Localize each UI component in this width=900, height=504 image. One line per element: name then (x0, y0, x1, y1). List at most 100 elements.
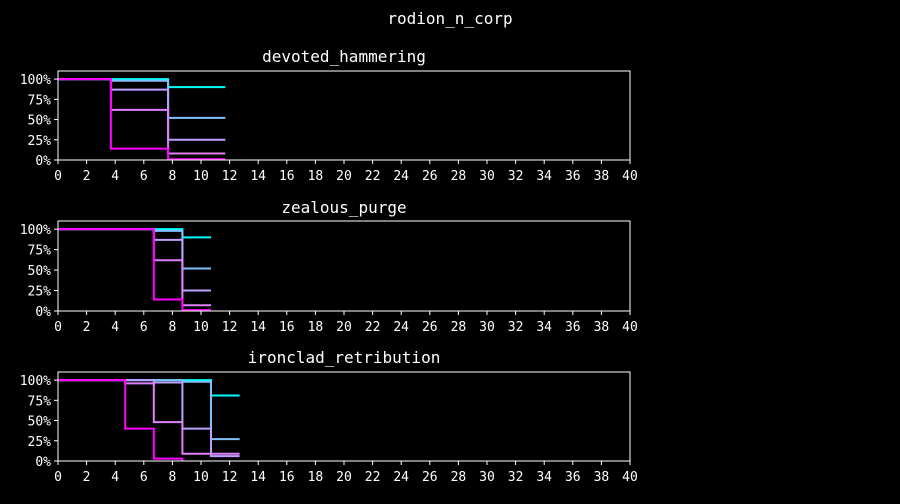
y-tick-label: 0% (35, 305, 51, 320)
x-tick-label: 22 (365, 169, 381, 184)
x-tick-label: 12 (222, 169, 238, 184)
x-tick-label: 16 (279, 320, 295, 335)
x-tick-label: 10 (193, 169, 209, 184)
y-tick-label: 50% (28, 264, 52, 279)
y-tick-label: 100% (20, 73, 51, 88)
x-tick-label: 34 (536, 169, 552, 184)
x-tick-label: 10 (193, 470, 209, 485)
series-line-3 (58, 228, 212, 307)
y-tick-label: 0% (35, 154, 51, 169)
y-tick-label: 0% (35, 455, 51, 470)
x-tick-label: 40 (622, 320, 638, 335)
x-tick-label: 2 (83, 320, 91, 335)
x-tick-label: 20 (336, 470, 352, 485)
x-tick-label: 28 (451, 470, 467, 485)
x-tick-label: 36 (565, 470, 581, 485)
y-tick-label: 50% (28, 114, 52, 129)
x-tick-label: 18 (308, 169, 324, 184)
x-tick-label: 16 (279, 169, 295, 184)
x-tick-label: 12 (222, 470, 238, 485)
plot-frame (57, 70, 631, 161)
x-tick-label: 28 (451, 320, 467, 335)
chart-title: devoted_hammering (262, 47, 426, 66)
x-tick-label: 14 (250, 470, 266, 485)
chart-title: ironclad_retribution (248, 348, 441, 367)
y-tick-label: 25% (28, 435, 52, 450)
series-line-4 (58, 78, 226, 161)
y-tick-label: 75% (28, 244, 52, 259)
x-tick-label: 36 (565, 320, 581, 335)
y-tick-label: 100% (20, 223, 51, 238)
x-tick-label: 4 (111, 169, 119, 184)
chart-title: zealous_purge (281, 198, 406, 217)
figure-title: rodion_n_corp (387, 9, 512, 28)
x-tick-label: 24 (393, 470, 409, 485)
x-tick-label: 26 (422, 169, 438, 184)
x-tick-label: 34 (536, 470, 552, 485)
y-tick-label: 50% (28, 415, 52, 430)
x-tick-label: 0 (54, 320, 62, 335)
x-tick-label: 18 (308, 470, 324, 485)
series-line-3 (58, 379, 240, 455)
x-tick-label: 14 (250, 320, 266, 335)
series-line-1 (58, 379, 240, 441)
y-tick-label: 75% (28, 93, 52, 108)
x-tick-label: 38 (594, 470, 610, 485)
x-tick-label: 40 (622, 169, 638, 184)
x-tick-label: 16 (279, 470, 295, 485)
x-tick-label: 10 (193, 320, 209, 335)
x-tick-label: 6 (140, 169, 148, 184)
x-tick-label: 0 (54, 470, 62, 485)
series-line-4 (58, 228, 212, 312)
x-tick-label: 2 (83, 169, 91, 184)
x-tick-label: 4 (111, 320, 119, 335)
x-tick-label: 8 (168, 169, 176, 184)
x-tick-label: 30 (479, 320, 495, 335)
x-tick-label: 30 (479, 169, 495, 184)
series-line-1 (58, 78, 226, 119)
x-tick-label: 32 (508, 169, 524, 184)
x-tick-label: 28 (451, 169, 467, 184)
x-tick-label: 20 (336, 169, 352, 184)
x-tick-label: 6 (140, 470, 148, 485)
x-tick-label: 18 (308, 320, 324, 335)
plot-frame (57, 371, 631, 462)
x-tick-label: 8 (168, 470, 176, 485)
series-line-1 (58, 228, 212, 270)
x-tick-label: 0 (54, 169, 62, 184)
x-tick-label: 6 (140, 320, 148, 335)
x-tick-label: 32 (508, 470, 524, 485)
x-tick-label: 32 (508, 320, 524, 335)
x-tick-label: 40 (622, 470, 638, 485)
x-tick-label: 8 (168, 320, 176, 335)
y-tick-label: 75% (28, 394, 52, 409)
x-tick-label: 38 (594, 169, 610, 184)
x-tick-label: 22 (365, 320, 381, 335)
x-tick-label: 34 (536, 320, 552, 335)
x-tick-label: 36 (565, 169, 581, 184)
x-tick-label: 26 (422, 470, 438, 485)
series-line-0 (58, 228, 212, 239)
plot-frame (57, 220, 631, 312)
series-line-2 (58, 379, 240, 458)
x-tick-label: 24 (393, 320, 409, 335)
y-tick-label: 100% (20, 374, 51, 389)
x-tick-label: 30 (479, 470, 495, 485)
x-tick-label: 22 (365, 470, 381, 485)
series-line-4 (58, 379, 184, 461)
x-tick-label: 14 (250, 169, 266, 184)
x-tick-label: 20 (336, 320, 352, 335)
x-tick-label: 12 (222, 320, 238, 335)
x-tick-label: 26 (422, 320, 438, 335)
y-tick-label: 25% (28, 134, 52, 149)
x-tick-label: 38 (594, 320, 610, 335)
x-tick-label: 2 (83, 470, 91, 485)
y-tick-label: 25% (28, 285, 52, 300)
x-tick-label: 4 (111, 470, 119, 485)
series-line-2 (58, 228, 212, 292)
